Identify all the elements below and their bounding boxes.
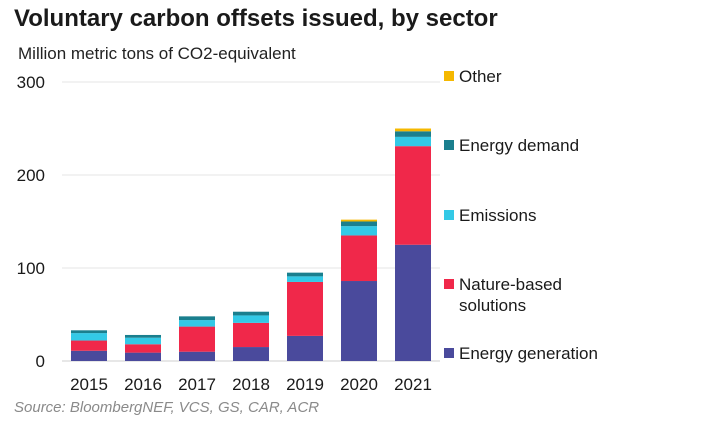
legend-swatch-other xyxy=(444,71,454,81)
legend-item-energy-generation: Energy generation xyxy=(444,343,598,364)
bar-segment xyxy=(395,244,431,361)
legend-swatch-nature-based xyxy=(444,279,454,289)
bar-segment xyxy=(341,235,377,282)
bar-segment xyxy=(179,351,215,361)
legend-label-energy-demand: Energy demand xyxy=(459,136,580,155)
legend-swatch-energy-generation xyxy=(444,348,454,358)
chart-title: Voluntary carbon offsets issued, by sect… xyxy=(14,5,498,32)
y-tick-label: 0 xyxy=(36,352,45,371)
legend-item-other: Other xyxy=(444,66,502,87)
bar-segment xyxy=(341,219,377,222)
bar-segment xyxy=(233,347,269,361)
x-tick-label: 2019 xyxy=(286,375,324,394)
x-tick-label: 2018 xyxy=(232,375,270,394)
x-axis-labels: 2015 2016 2017 2018 2019 2020 2021 xyxy=(70,375,432,394)
legend-label-nature-based: Nature-based solutions xyxy=(459,275,563,315)
bar-segment xyxy=(287,276,323,282)
bar-segment xyxy=(341,226,377,236)
bar-segment xyxy=(287,281,323,336)
chart-subtitle: Million metric tons of CO2-equivalent xyxy=(18,44,296,63)
x-tick-label: 2020 xyxy=(340,375,378,394)
bar-segment xyxy=(233,315,269,323)
bar-segment xyxy=(179,316,215,321)
legend-item-nature-based: Nature-based solutions xyxy=(444,274,562,316)
bar-segment xyxy=(287,335,323,361)
bar-segment xyxy=(125,337,161,345)
bar-segment xyxy=(341,281,377,361)
bar-segment xyxy=(395,128,431,132)
x-tick-label: 2021 xyxy=(394,375,432,394)
bar-segment xyxy=(395,131,431,137)
bar-segment xyxy=(287,272,323,277)
y-tick-label: 200 xyxy=(17,166,45,185)
legend-label-other: Other xyxy=(459,67,502,86)
bar-segment xyxy=(125,344,161,353)
x-tick-label: 2017 xyxy=(178,375,216,394)
bar-segment xyxy=(341,221,377,227)
legend-label-emissions: Emissions xyxy=(459,206,537,225)
y-axis-labels: 0 100 200 300 xyxy=(17,73,45,371)
y-tick-label: 100 xyxy=(17,259,45,278)
bar-segment xyxy=(395,146,431,245)
bar-segment xyxy=(71,330,107,334)
y-tick-label: 300 xyxy=(17,73,45,92)
bars xyxy=(71,128,431,361)
bar-segment xyxy=(71,333,107,341)
bar-segment xyxy=(395,136,431,147)
x-tick-label: 2015 xyxy=(70,375,108,394)
bar-segment xyxy=(233,311,269,316)
legend-label-energy-generation: Energy generation xyxy=(459,344,598,363)
legend-swatch-emissions xyxy=(444,210,454,220)
bar-segment xyxy=(71,350,107,361)
bar-segment xyxy=(71,340,107,351)
legend-swatch-energy-demand xyxy=(444,140,454,150)
bar-segment xyxy=(179,320,215,327)
legend-item-emissions: Emissions xyxy=(444,205,536,226)
legend-item-energy-demand: Energy demand xyxy=(444,135,579,156)
bar-segment xyxy=(125,334,161,338)
source-note: Source: BloombergNEF, VCS, GS, CAR, ACR xyxy=(14,399,320,416)
x-tick-label: 2016 xyxy=(124,375,162,394)
bar-segment xyxy=(125,352,161,361)
bar-segment xyxy=(179,326,215,352)
bar-segment xyxy=(233,322,269,348)
